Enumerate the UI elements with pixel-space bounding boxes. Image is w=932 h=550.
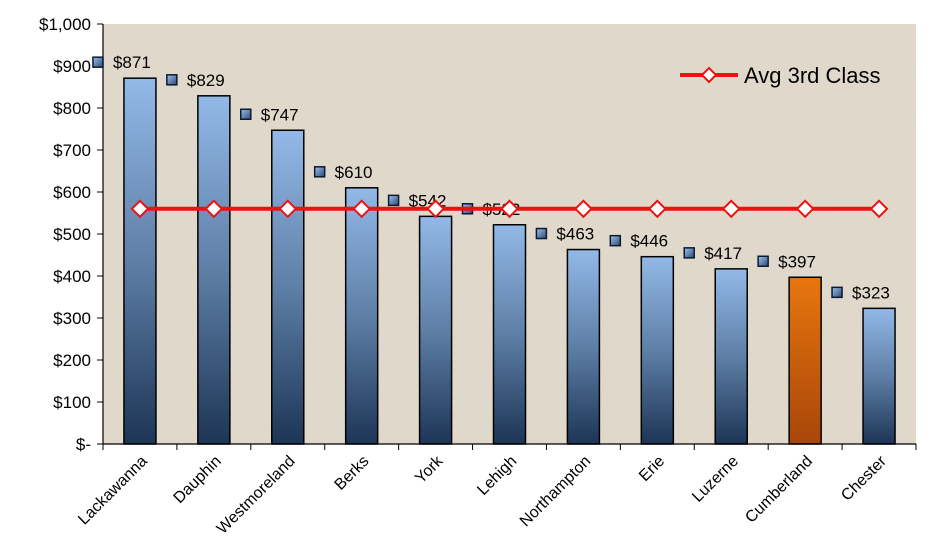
- x-tick-label: Lehigh: [474, 453, 520, 499]
- bar: [714, 268, 748, 445]
- bar: [566, 248, 601, 445]
- avg-point: [869, 199, 889, 219]
- bar: [788, 276, 822, 445]
- bar-value-marker: [609, 234, 622, 247]
- bar-value-label: $747: [261, 105, 299, 124]
- x-tick-label: Berks: [332, 453, 373, 494]
- bar-value-label: $417: [704, 244, 742, 263]
- bar-value-marker: [535, 227, 548, 240]
- bar-value-marker: [166, 74, 178, 86]
- legend-label: Avg 3rd Class: [744, 63, 881, 88]
- y-tick-label: $1,000: [39, 15, 91, 34]
- y-tick-label: $500: [53, 225, 91, 244]
- bar-value-label: $829: [187, 71, 225, 90]
- y-tick-label: $600: [53, 183, 91, 202]
- x-tick-label: Luzerne: [689, 453, 742, 506]
- y-tick-label: $200: [53, 351, 91, 370]
- y-tick-label: $400: [53, 267, 91, 286]
- y-tick-label: $800: [53, 99, 91, 118]
- avg-point: [204, 199, 224, 219]
- x-tick-label: Cumberland: [742, 453, 816, 527]
- avg-point: [500, 199, 519, 219]
- y-tick-label: $900: [53, 57, 91, 76]
- y-tick-label: $300: [53, 309, 91, 328]
- avg-line: [130, 199, 889, 219]
- bar-value-marker: [92, 56, 104, 68]
- avg-point: [795, 199, 815, 219]
- bar-value-label: $446: [630, 232, 668, 251]
- bar: [862, 307, 896, 445]
- x-tick-label: Dauphin: [171, 453, 225, 507]
- avg-point: [352, 199, 372, 219]
- bar: [123, 77, 157, 445]
- bar-value-label: $871: [113, 53, 151, 72]
- x-tick-label: York: [412, 452, 447, 487]
- x-tick-label: Lackawanna: [75, 453, 151, 529]
- avg-point: [647, 199, 667, 219]
- y-axis: $- $100 $200 $300 $400 $500 $600 $700 $800 $900 $1…: [39, 15, 104, 454]
- bar: [344, 187, 379, 445]
- avg-point: [278, 199, 298, 219]
- x-tick-label: Westmoreland: [214, 453, 299, 538]
- bar-value-marker: [683, 247, 695, 259]
- bar-value-label: $323: [852, 283, 890, 302]
- bar-value-marker: [387, 194, 400, 207]
- bar-value-label: $463: [556, 225, 594, 244]
- y-tick-label: $100: [53, 393, 91, 412]
- bar-value-marker: [757, 255, 769, 268]
- avg-point: [130, 199, 150, 219]
- x-tick-label: Northampton: [517, 453, 594, 530]
- avg-point: [426, 199, 446, 219]
- bar: [418, 215, 453, 445]
- avg-point: [573, 199, 593, 219]
- x-tick-label: Chester: [838, 452, 890, 504]
- bar: [197, 95, 231, 445]
- bar-value-marker: [313, 166, 326, 178]
- bar-labels: $871$829$747$610$542$522$463$446$417$397…: [113, 53, 890, 302]
- bar-value-marker: [240, 108, 252, 121]
- bar-value-label: $610: [335, 163, 373, 182]
- bar-value-label: $397: [778, 252, 816, 271]
- bar: [271, 129, 305, 445]
- bar: [492, 224, 527, 445]
- bar-value-marker: [831, 286, 843, 299]
- y-tick-label: $700: [53, 141, 91, 160]
- legend: Avg 3rd Class: [680, 63, 881, 88]
- avg-point: [721, 199, 741, 219]
- bar: [640, 255, 675, 445]
- y-tick-label: $-: [76, 435, 91, 454]
- bars: [123, 77, 896, 445]
- x-tick-label: Erie: [636, 453, 668, 485]
- legend-diamond-marker: [700, 66, 718, 84]
